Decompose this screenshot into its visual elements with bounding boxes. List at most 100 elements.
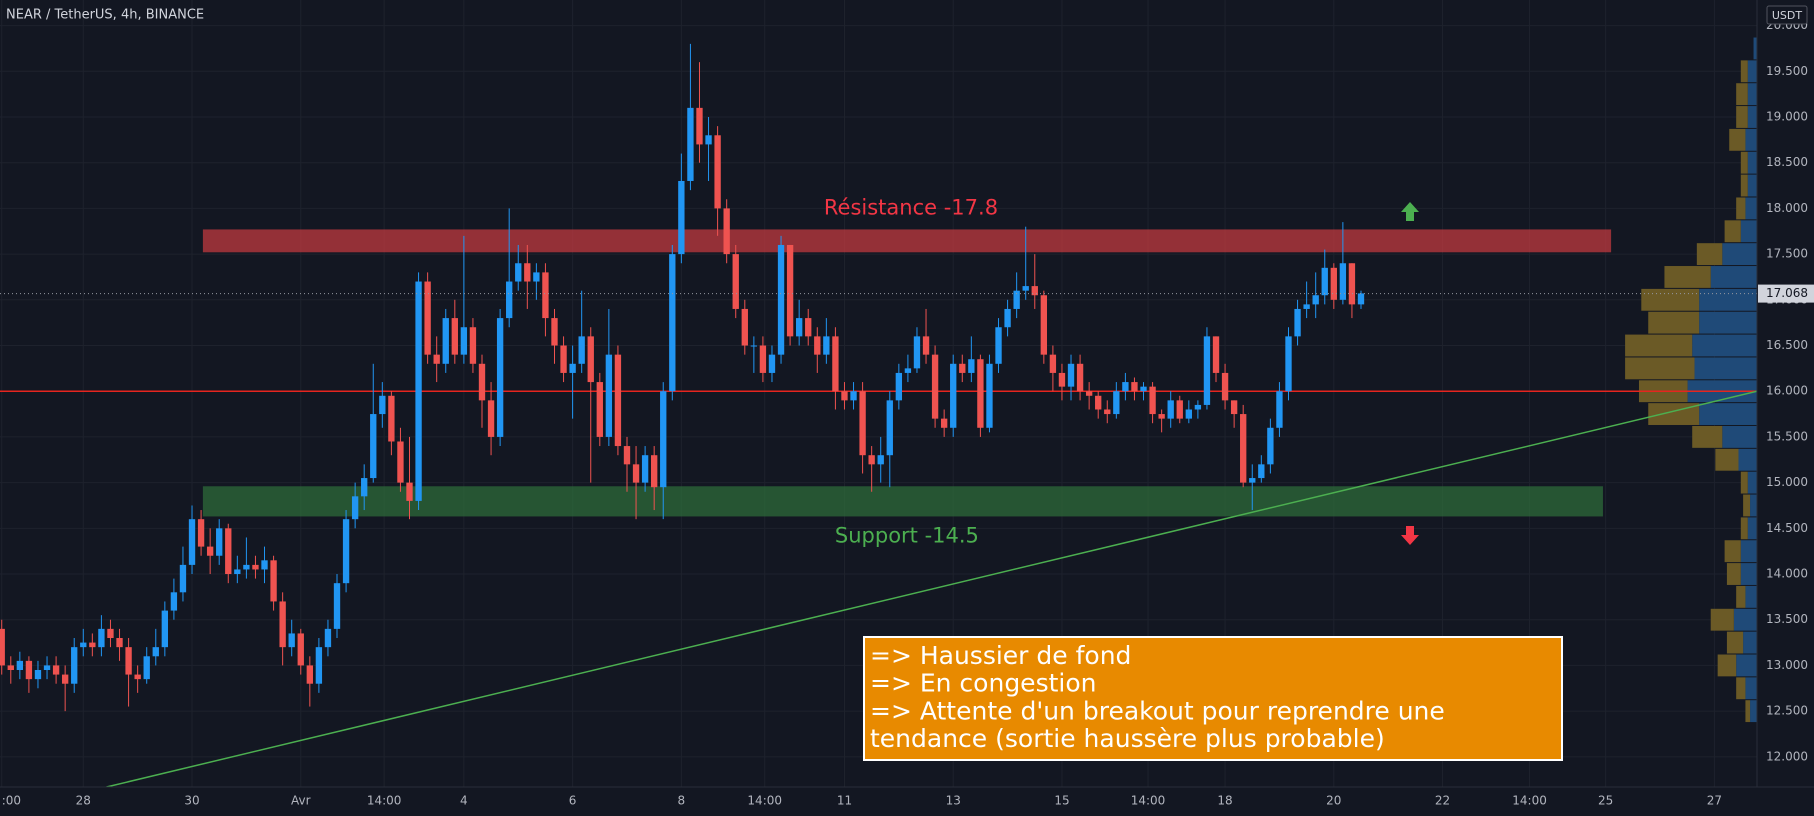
candle-body <box>777 244 785 355</box>
candle-body <box>1058 372 1066 387</box>
candle-body <box>1185 409 1192 419</box>
candle-body <box>632 464 640 483</box>
zone-label: Support -14.5 <box>835 523 979 547</box>
y-tick-label: 16.000 <box>1766 384 1808 398</box>
volume-down <box>1736 677 1746 700</box>
axes: 12.000 12.500 13.000 13.500 14.000 14.500 15.0… <box>2 18 1814 808</box>
y-tick-label: 12.000 <box>1766 749 1808 763</box>
candle-body <box>977 359 984 428</box>
volume-up <box>1740 540 1757 563</box>
volume-down <box>1641 288 1700 311</box>
y-tick-label: 14.000 <box>1766 567 1808 581</box>
candle-body <box>89 642 96 648</box>
info-line: => Attente d'un breakout pour reprendre … <box>870 696 1445 725</box>
volume-up <box>1747 174 1757 197</box>
grid <box>0 0 1757 787</box>
candle-body <box>7 665 14 671</box>
x-tick-label: 14:00 <box>1131 794 1166 808</box>
volume-up <box>1699 288 1757 311</box>
candle-body <box>179 564 187 593</box>
x-tick-label: 18 <box>1217 794 1232 808</box>
x-tick-label: 6 <box>569 794 577 808</box>
candle-body <box>533 272 540 282</box>
candle-body <box>71 647 78 684</box>
y-tick-label: 16.500 <box>1766 338 1808 352</box>
candle-body <box>841 391 848 401</box>
candle-body <box>723 208 730 255</box>
candle-body <box>1230 400 1238 415</box>
candle-body <box>270 560 277 602</box>
x-tick-label: 15 <box>1054 794 1069 808</box>
candle-body <box>886 400 893 456</box>
volume-down <box>1724 540 1741 563</box>
volume-up <box>1753 37 1757 60</box>
volume-up <box>1747 471 1757 494</box>
x-tick-label: 25 <box>1598 794 1613 808</box>
candle-body <box>1212 336 1220 373</box>
candle-body <box>931 354 939 419</box>
candle-body <box>1113 391 1120 415</box>
info-line: tendance (sortie haussère plus probable) <box>870 724 1385 753</box>
candle-body <box>433 354 440 364</box>
up-arrow <box>1401 202 1419 221</box>
volume-down <box>1717 654 1737 677</box>
last-price-box <box>1758 284 1814 303</box>
trendline <box>106 390 1757 787</box>
candle-body <box>959 363 966 373</box>
down-arrow <box>1401 526 1419 545</box>
volume-down <box>1736 197 1746 220</box>
candle-body <box>1158 414 1165 419</box>
candle-body <box>361 478 368 497</box>
candle-body <box>442 318 449 364</box>
candle-body <box>1031 286 1038 296</box>
x-tick-label: 4 <box>460 794 468 808</box>
candle-body <box>161 610 169 648</box>
volume-down <box>1696 243 1723 266</box>
volume-down <box>1740 60 1748 83</box>
candle-body <box>134 674 141 680</box>
x-tick-label: 11 <box>837 794 852 808</box>
volume-up <box>1747 151 1757 174</box>
candle-body <box>460 327 468 355</box>
volume-down <box>1736 83 1748 106</box>
candle-body <box>125 647 132 675</box>
x-tick-label: 22 <box>1435 794 1450 808</box>
candle-body <box>596 382 603 437</box>
volume-down <box>1726 563 1741 585</box>
volume-down <box>1740 151 1748 174</box>
volume-down <box>1625 334 1693 357</box>
candle-body <box>795 318 803 337</box>
candle-body <box>1221 372 1229 401</box>
volume-up <box>1747 106 1757 128</box>
candle-body <box>850 391 857 401</box>
candle-body <box>1067 363 1075 387</box>
volume-up <box>1738 448 1757 471</box>
candle-body <box>904 368 912 373</box>
volume-up <box>1745 128 1757 151</box>
candle-body <box>750 345 758 347</box>
candle-body <box>25 660 33 680</box>
candle-body <box>913 336 921 369</box>
candle-body <box>243 564 250 570</box>
candle-body <box>370 414 377 479</box>
candle-body <box>351 496 359 520</box>
candle-body <box>587 336 594 383</box>
y-tick-label: 15.000 <box>1766 475 1808 489</box>
candle-body <box>1276 391 1283 428</box>
candle-body <box>288 633 295 648</box>
x-tick-label: 8 <box>678 794 686 808</box>
candle-body <box>515 263 522 282</box>
x-tick-label: 28 <box>76 794 91 808</box>
candle-body <box>678 180 685 255</box>
candle-body <box>551 318 558 346</box>
price-zone <box>202 229 1612 253</box>
y-tick-label: 19.500 <box>1766 64 1808 78</box>
candle-body <box>333 583 341 629</box>
candle-body <box>741 308 748 346</box>
info-line: => Haussier de fond <box>870 641 1131 670</box>
candle-body <box>1267 427 1274 465</box>
candle-body <box>306 665 313 684</box>
volume-down <box>1710 608 1734 631</box>
volume-up <box>1740 563 1757 585</box>
